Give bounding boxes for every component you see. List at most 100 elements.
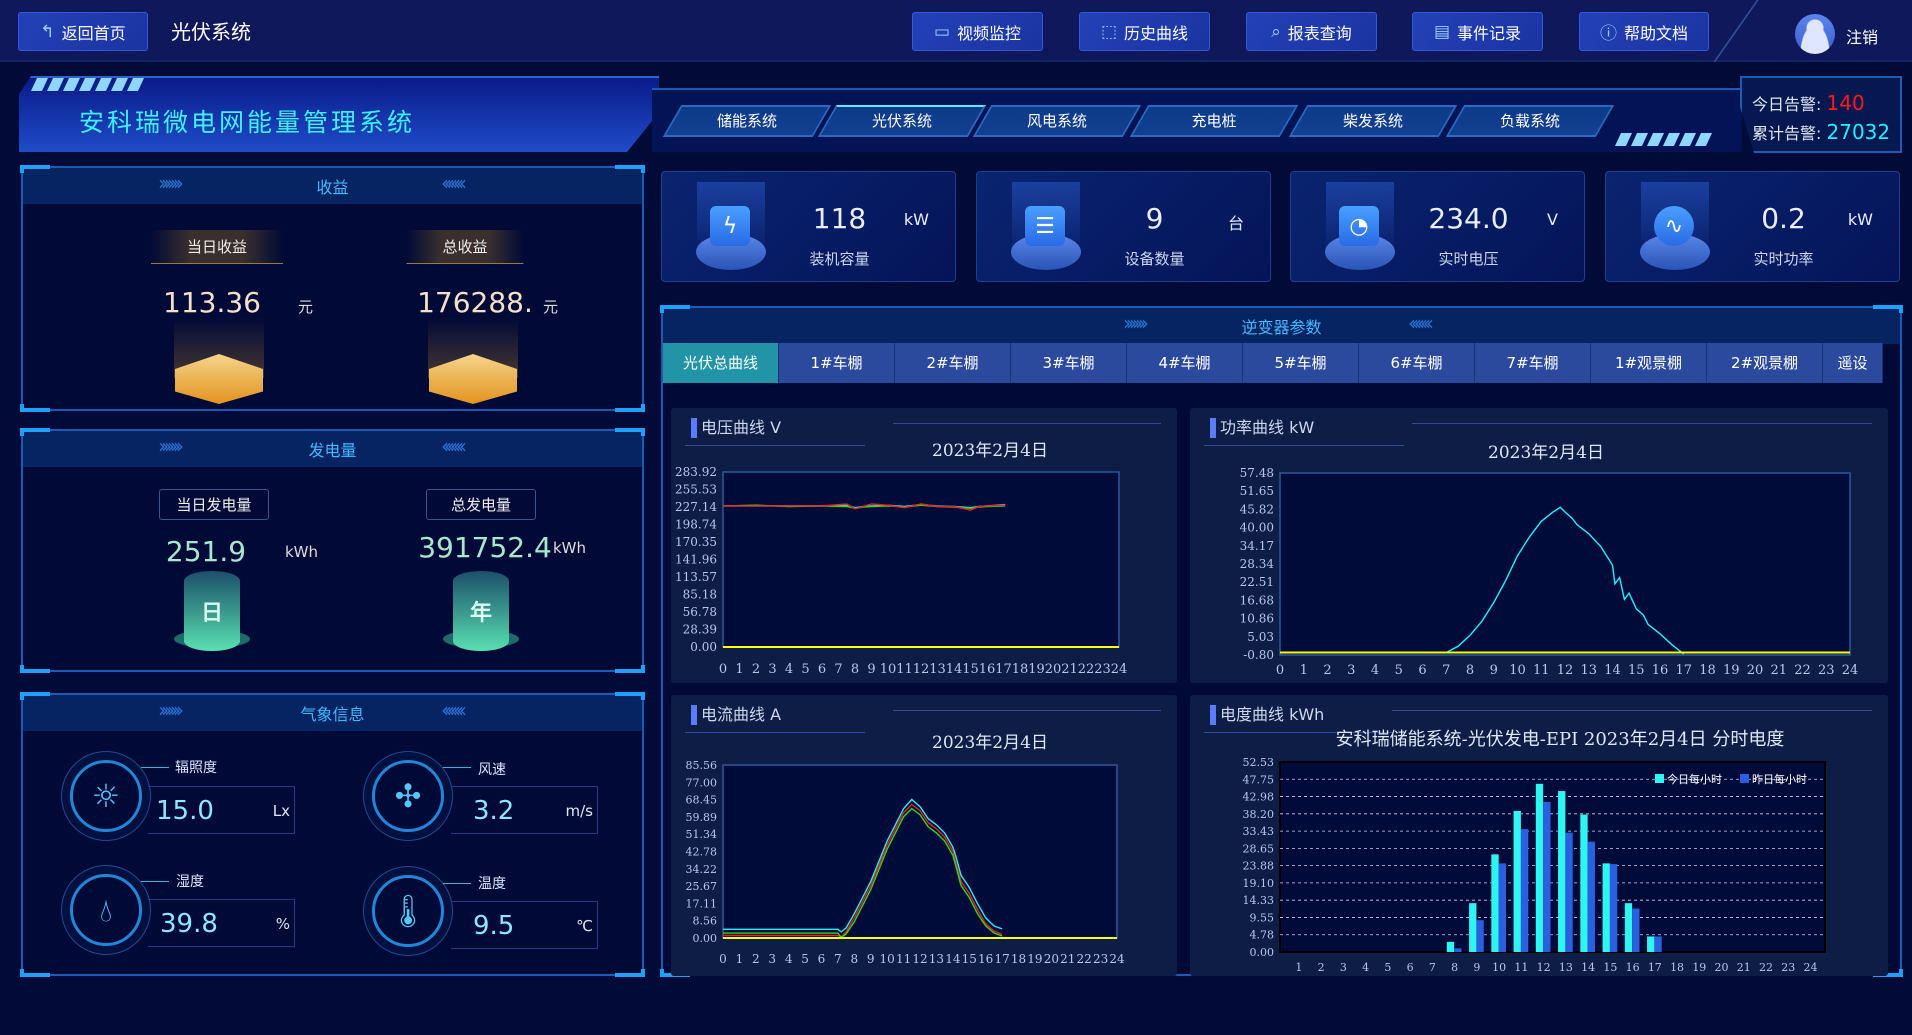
inverter-tab[interactable]: 4#车棚 xyxy=(1127,343,1243,383)
inverter-tab[interactable]: 3#车棚 xyxy=(1011,343,1127,383)
x-tick-label: 16 xyxy=(979,662,996,677)
x-tick-label: 11 xyxy=(1533,663,1550,678)
chart-title: 2023年2月4日 xyxy=(932,733,1048,753)
inverter-tab[interactable]: 遥设 xyxy=(1823,343,1883,383)
x-tick-label: 21 xyxy=(1737,961,1751,974)
humidity-value-box: 39.8% xyxy=(148,899,295,947)
x-tick-label: 4 xyxy=(785,952,793,966)
bar xyxy=(1565,832,1573,952)
x-tick-label: 3 xyxy=(1347,663,1355,678)
back-arrow-icon: ↰ xyxy=(40,21,55,42)
inverter-tab[interactable]: 2#车棚 xyxy=(895,343,1011,383)
x-tick-label: 24 xyxy=(1804,961,1818,974)
tab-pv-system[interactable]: 光伏系统 xyxy=(817,105,987,137)
back-home-button[interactable]: ↰ 返回首页 xyxy=(18,12,148,51)
x-tick-label: 1 xyxy=(736,952,744,966)
video-monitor-button[interactable]: ▭ 视频监控 xyxy=(912,12,1043,51)
y-tick-label: 28.39 xyxy=(683,623,717,637)
y-tick-label: 42.98 xyxy=(1243,791,1275,804)
humidity-value: 39.8 xyxy=(160,909,218,939)
tab-charging-pile[interactable]: 充电桩 xyxy=(1129,105,1299,137)
inverter-tab[interactable]: 1#观景棚 xyxy=(1591,343,1707,383)
tab-diesel-system[interactable]: 柴发系统 xyxy=(1288,105,1458,137)
avatar[interactable] xyxy=(1795,14,1835,54)
y-tick-label: 25.67 xyxy=(686,880,718,893)
panel-title: 气象信息 xyxy=(300,705,365,724)
x-tick-label: 8 xyxy=(1466,663,1474,678)
inverter-tab[interactable]: 1#车棚 xyxy=(779,343,895,383)
y-tick-label: 0.00 xyxy=(1250,946,1275,959)
y-tick-label: 141.96 xyxy=(675,553,717,567)
chart-panel-title: 电度曲线 kWh xyxy=(1210,705,1324,725)
event-log-button[interactable]: ▤ 事件记录 xyxy=(1412,12,1543,51)
x-tick-label: 14 xyxy=(946,662,963,677)
logout-link[interactable]: 注销 xyxy=(1846,28,1879,47)
tab-load-system[interactable]: 负载系统 xyxy=(1445,105,1615,137)
x-tick-label: 10 xyxy=(1509,663,1526,678)
x-tick-label: 5 xyxy=(801,952,809,966)
x-tick-label: 22 xyxy=(1077,952,1092,966)
corner-decoration xyxy=(1873,969,1903,977)
bar xyxy=(1580,814,1588,952)
y-tick-label: 56.78 xyxy=(683,605,717,619)
stat-card-capacity: ϟ 118 kW 装机容量 xyxy=(661,171,956,282)
history-curve-button[interactable]: ⬚ 历史曲线 xyxy=(1079,12,1210,51)
y-tick-label: 34.17 xyxy=(1240,539,1274,553)
y-tick-label: 51.65 xyxy=(1240,484,1274,498)
x-tick-label: 6 xyxy=(818,952,826,966)
y-tick-label: 255.53 xyxy=(675,483,717,497)
panel-header xyxy=(23,695,642,731)
inverter-tab[interactable]: 7#车棚 xyxy=(1475,343,1591,383)
today-generation-label: 当日发电量 xyxy=(159,489,269,520)
stat-label: 设备数量 xyxy=(1124,250,1185,268)
corner-decoration xyxy=(615,665,645,673)
y-tick-label: 4.78 xyxy=(1250,929,1275,942)
stat-unit: V xyxy=(1547,210,1558,229)
chevron-left-icon: ‹‹‹‹‹‹‹ xyxy=(441,434,467,458)
stat-unit: kW xyxy=(903,210,929,229)
x-tick-label: 21 xyxy=(1770,663,1787,678)
calendar-year-icon: 年 xyxy=(453,571,509,651)
tab-storage-system[interactable]: 储能系统 xyxy=(662,105,832,137)
alarm-total-value: 27032 xyxy=(1826,120,1891,144)
bar xyxy=(1632,908,1640,952)
weather-panel: ››››››› 气象信息 ‹‹‹‹‹‹‹ ☼ 辐照度 15.0 Lx ✣ 风速 3… xyxy=(20,692,645,977)
help-docs-button[interactable]: ⓘ 帮助文档 xyxy=(1579,12,1709,51)
alarm-today-value: 140 xyxy=(1826,91,1865,115)
stripe-decoration xyxy=(30,78,145,91)
bar xyxy=(1602,863,1610,952)
calendar-day-icon: 日 xyxy=(184,571,240,651)
inverter-tab[interactable]: 2#观景棚 xyxy=(1707,343,1823,383)
tab-wind-system[interactable]: 风电系统 xyxy=(972,105,1142,137)
x-tick-label: 3 xyxy=(1340,961,1347,974)
x-tick-label: 7 xyxy=(834,662,842,677)
x-tick-label: 4 xyxy=(1371,663,1379,678)
stat-value: 118 xyxy=(812,202,867,235)
corner-decoration xyxy=(1873,305,1903,313)
stripe-decoration xyxy=(1614,133,1713,146)
x-tick-label: 22 xyxy=(1759,961,1773,974)
current-chart: 2023年2月4日 85.56 77.00 68.45 59.89 51.34 42.78 3… xyxy=(686,733,1125,966)
thermometer-icon: 🌡︎ xyxy=(372,875,444,947)
x-tick-label: 2 xyxy=(1318,961,1325,974)
system-title: 安科瑞微电网能量管理系统 xyxy=(79,108,416,137)
inverter-tab[interactable]: 光伏总曲线 xyxy=(663,343,779,383)
panel-title: 发电量 xyxy=(308,441,357,460)
y-tick-label: 68.45 xyxy=(686,794,718,807)
report-query-button[interactable]: ⌕ 报表查询 xyxy=(1246,12,1377,51)
x-tick-label: 12 xyxy=(1557,663,1574,678)
x-tick-label: 20 xyxy=(1044,952,1059,966)
chart-icon: ⬚ xyxy=(1100,21,1118,42)
bar xyxy=(1609,864,1618,952)
temperature-label: 温度 xyxy=(478,876,506,892)
corner-decoration xyxy=(20,969,50,977)
inverter-tab[interactable]: 6#车棚 xyxy=(1359,343,1475,383)
x-tick-label: 14 xyxy=(1604,663,1621,678)
inverter-tab[interactable]: 5#车棚 xyxy=(1243,343,1359,383)
series-line xyxy=(723,807,1003,939)
panel-title: 收益 xyxy=(316,178,349,197)
voltage-chart: 2023年2月4日 283.92 255.53 227.14 198.74 170.35 1… xyxy=(675,441,1127,677)
x-tick-label: 0 xyxy=(719,952,727,966)
x-tick-label: 8 xyxy=(851,662,859,677)
sun-icon: ☼ xyxy=(70,760,142,832)
